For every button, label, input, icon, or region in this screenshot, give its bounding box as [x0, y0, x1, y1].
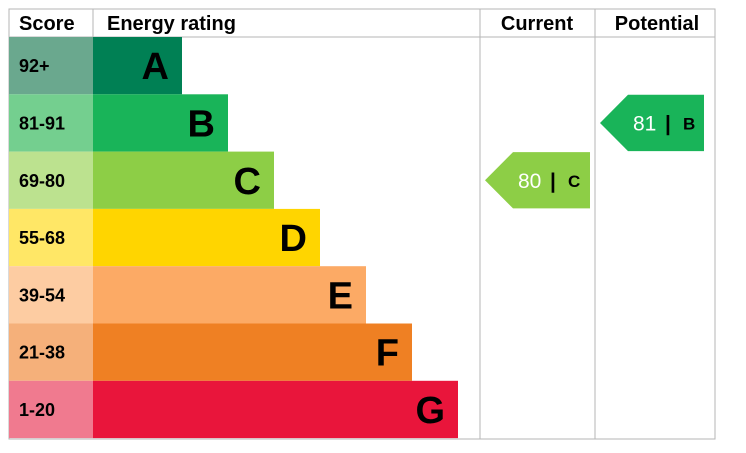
score-label-b: 81-91: [19, 113, 65, 133]
current-rating-indicator: 80 | C: [485, 152, 590, 209]
current-indicator-letter: C: [568, 172, 580, 191]
score-label-g: 1-20: [19, 400, 55, 420]
band-letter-b: B: [188, 103, 215, 145]
band-letter-d: D: [280, 218, 307, 260]
potential-rating-indicator: 81 | B: [600, 94, 704, 152]
band-bar-c: [93, 151, 274, 209]
header-score: Score: [19, 13, 75, 35]
band-bar-e: [93, 266, 366, 324]
header-energy-rating: Energy rating: [107, 13, 236, 35]
score-label-d: 55-68: [19, 228, 65, 248]
rating-bands: 92+ A 81-91 B 69-80 C 55-68 D 39-54 E 21-38 F 1-20 G: [9, 37, 458, 439]
band-letter-g: G: [415, 390, 445, 432]
band-letter-c: C: [234, 161, 261, 203]
current-indicator-separator: |: [550, 170, 556, 193]
score-cell-g: [9, 380, 93, 439]
header-current: Current: [501, 13, 574, 35]
score-cell-a: [9, 37, 93, 95]
score-label-f: 21-38: [19, 343, 65, 363]
potential-indicator-arrow: [600, 94, 704, 152]
header-potential: Potential: [615, 13, 699, 35]
band-letter-e: E: [328, 275, 353, 317]
band-bar-a: [93, 37, 182, 95]
potential-indicator-letter: B: [683, 114, 695, 133]
score-label-a: 92+: [19, 56, 50, 76]
score-cell-d: [9, 208, 93, 267]
score-cell-f: [9, 323, 93, 381]
score-cell-b: [9, 94, 93, 152]
band-letter-a: A: [142, 46, 169, 88]
rating-indicators: 80 | C 81 | B: [485, 94, 704, 209]
band-bar-g: [93, 380, 458, 439]
potential-indicator-separator: |: [665, 112, 671, 135]
potential-indicator-value: 81: [633, 112, 656, 135]
band-letter-f: F: [376, 333, 399, 375]
score-label-c: 69-80: [19, 171, 65, 191]
band-bar-d: [93, 208, 320, 267]
score-cell-e: [9, 266, 93, 324]
current-indicator-value: 80: [518, 170, 541, 193]
band-bar-f: [93, 323, 412, 381]
score-label-e: 39-54: [19, 285, 65, 305]
current-indicator-arrow: [485, 152, 590, 209]
band-bar-b: [93, 94, 228, 152]
score-cell-c: [9, 151, 93, 209]
